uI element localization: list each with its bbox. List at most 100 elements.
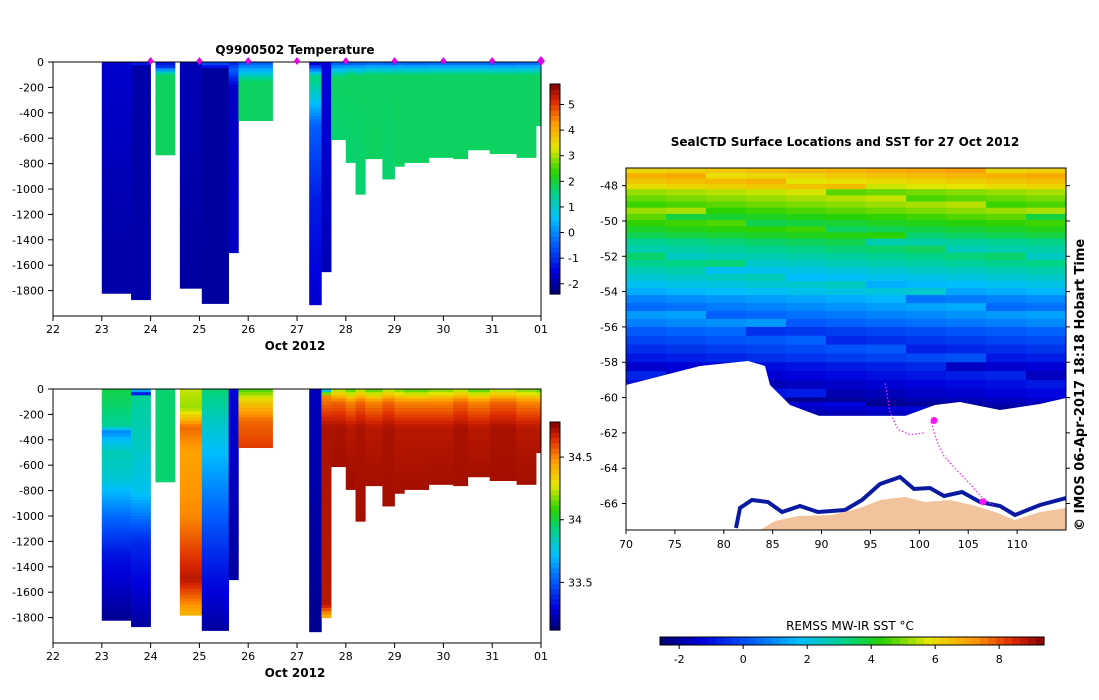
profile-cell [365,68,383,73]
profile-cell [101,557,132,562]
sst-cell [826,311,867,320]
profile-cell [516,87,537,92]
profile-cell [355,433,366,438]
sst-cell [826,245,867,254]
profile-cell [201,214,229,219]
colorbar-segment [550,479,560,485]
profile-cell [309,262,322,266]
profile-cell [394,160,405,165]
profile-cell [489,115,517,120]
profile-cell [131,96,151,101]
profile-cell [467,417,491,422]
sst-cell [986,311,1027,320]
profile-cell [453,468,469,473]
profile-cell [131,611,151,616]
sst-cell [986,335,1027,346]
imos-caption: © IMOS 06-Apr-2017 18:18 Hobart Time [1073,239,1088,531]
profile-cell [309,217,322,222]
profile-cell [404,417,430,422]
profile-cell [345,404,356,409]
profile-cell [331,84,347,88]
profile-cell [516,106,537,111]
profile-cell [321,484,332,489]
profile-column [382,389,395,507]
profile-cell [428,150,454,155]
profile-cell [238,420,273,425]
profile-column [394,62,405,167]
colorbar-segment [550,162,560,169]
profile-cell [453,71,469,76]
profile-cell [345,433,356,438]
profile-cell [228,544,239,549]
profile-cell [309,541,322,546]
profile-cell [238,398,273,403]
profile-cell [345,414,356,419]
profile-cell [321,192,332,196]
profile-cell [228,484,239,489]
profile-cell [179,579,203,584]
profile-column [201,62,229,304]
x-tick-label: 26 [241,650,255,663]
profile-cell [453,430,469,435]
sst-cell [826,388,867,399]
profile-cell [101,144,132,149]
profile-cell [101,239,132,244]
profile-cell [228,236,239,241]
profile-cell [131,230,151,235]
profile-cell [536,87,542,92]
profile-cell [355,442,366,447]
profile-cell [201,284,229,289]
sst-cell [866,281,907,289]
profile-cell [321,258,332,263]
profile-cell [309,135,322,139]
profile-cell [355,420,366,425]
profile-cell [467,112,491,117]
profile-cell [228,74,239,79]
profile-cell [321,115,332,120]
sst-cell [786,326,827,337]
profile-cell [101,255,132,260]
profile-cell [101,500,132,504]
sst-colorbar-segment [900,637,909,645]
sst-cell [946,226,987,234]
sst-cell [866,318,907,328]
x-tick-label: 23 [95,323,109,336]
colorbar-segment [550,526,560,532]
profile-cell [345,455,356,460]
profile-cell [131,84,151,88]
profile-cell [394,138,405,142]
profile-cell [228,481,239,485]
profile-cell [179,166,203,171]
colorbar-segment [550,110,560,117]
profile-cell [321,125,332,130]
sst-colorbar-segment [1004,637,1013,645]
profile-cell [309,525,322,530]
profile-cell [201,547,229,552]
sst-cell [706,207,747,215]
profile-cell [489,77,517,82]
profile-cell [309,68,322,73]
profile-cell [179,81,203,85]
sst-cell [786,195,827,203]
profile-cell [309,414,322,419]
profile-cell [467,414,491,419]
profile-cell [428,408,454,412]
profile-cell [516,62,537,66]
profile-cell [489,420,517,425]
sst-cell [866,410,907,416]
profile-cell [101,471,132,476]
profile-cell [131,503,151,508]
profile-cell [516,135,537,139]
profile-cell [382,389,395,393]
sst-cell [986,220,1027,227]
sst-cell [706,173,747,180]
profile-cell [404,160,430,163]
profile-cell [179,519,203,523]
profile-cell [355,106,366,111]
sst-cell [906,371,947,381]
profile-cell [228,554,239,558]
profile-cell [228,131,239,136]
profile-cell [201,128,229,133]
profile-cell [516,458,537,463]
colorbar-segment [550,278,560,285]
